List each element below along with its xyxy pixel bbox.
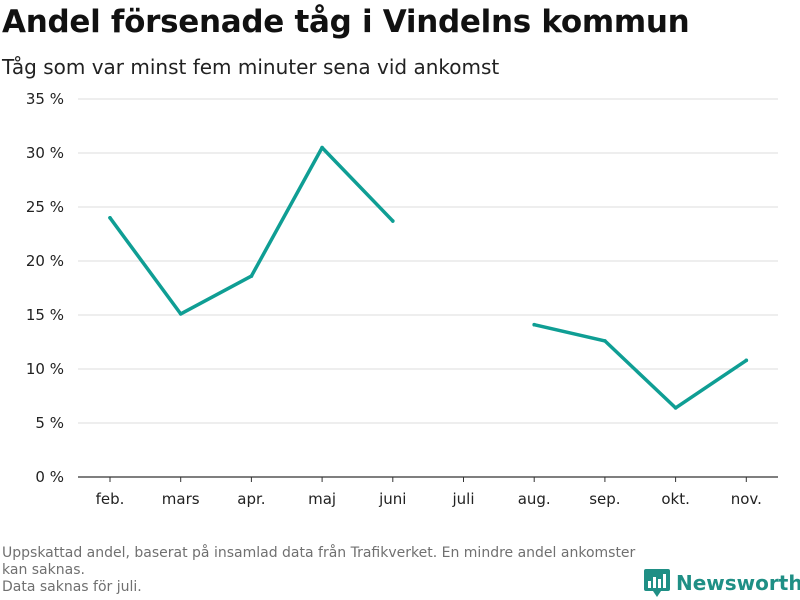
data-point [320, 145, 324, 150]
y-tick-label: 15 % [26, 306, 64, 324]
y-axis-tick-labels: 0 % 5 % 10 % 15 % 20 % 25 % 30 % 35 % [26, 90, 64, 486]
footnote-missing-data: Data saknas för juli. [2, 579, 142, 595]
data-point [673, 406, 678, 410]
line-chart: 0 % 5 % 10 % 15 % 20 % 25 % 30 % 35 % feb. mars a… [26, 90, 778, 508]
x-tick-label: feb. [96, 490, 125, 508]
y-tick-label: 0 % [35, 468, 64, 486]
data-point [108, 216, 112, 220]
data-series [108, 145, 749, 410]
series-line-segment [108, 145, 395, 316]
x-tick-label: sep. [589, 490, 620, 508]
grid-lines [78, 98, 778, 424]
y-tick-label: 35 % [26, 90, 64, 108]
x-axis-tick-labels: feb. mars apr. maj juni juli aug. sep. okt. nov. [96, 490, 762, 508]
y-tick-label: 20 % [26, 252, 64, 270]
x-axis-tick-marks [109, 477, 747, 482]
data-point [532, 322, 536, 327]
x-tick-label: aug. [518, 490, 551, 508]
y-tick-label: 25 % [26, 198, 64, 216]
chart-subtitle: Tåg som var minst fem minuter sena vid a… [2, 55, 500, 79]
series-line-segment [532, 322, 749, 410]
data-point [249, 274, 254, 278]
x-tick-label: juni [378, 490, 406, 508]
x-tick-label: okt. [661, 490, 690, 508]
footnote-source: Uppskattad andel, baserat på insamlad da… [2, 545, 636, 578]
footnote: Uppskattad andel, baserat på insamlad da… [2, 545, 642, 596]
brand-logo: Newsworthy [644, 568, 800, 598]
brand-name: Newsworthy [676, 571, 800, 595]
data-point [391, 219, 395, 223]
chart-title: Andel försenade tåg i Vindelns kommun [2, 4, 690, 40]
newsworthy-logo-icon [644, 569, 670, 597]
x-tick-label: juli [451, 490, 474, 508]
x-tick-label: maj [308, 490, 336, 508]
data-point [178, 312, 183, 316]
x-tick-label: nov. [731, 490, 762, 508]
y-tick-label: 10 % [26, 360, 64, 378]
data-point [603, 339, 607, 343]
x-tick-label: mars [162, 490, 200, 508]
x-tick-label: apr. [237, 490, 265, 508]
data-point [744, 358, 749, 363]
y-tick-label: 30 % [26, 144, 64, 162]
y-tick-label: 5 % [35, 414, 64, 432]
